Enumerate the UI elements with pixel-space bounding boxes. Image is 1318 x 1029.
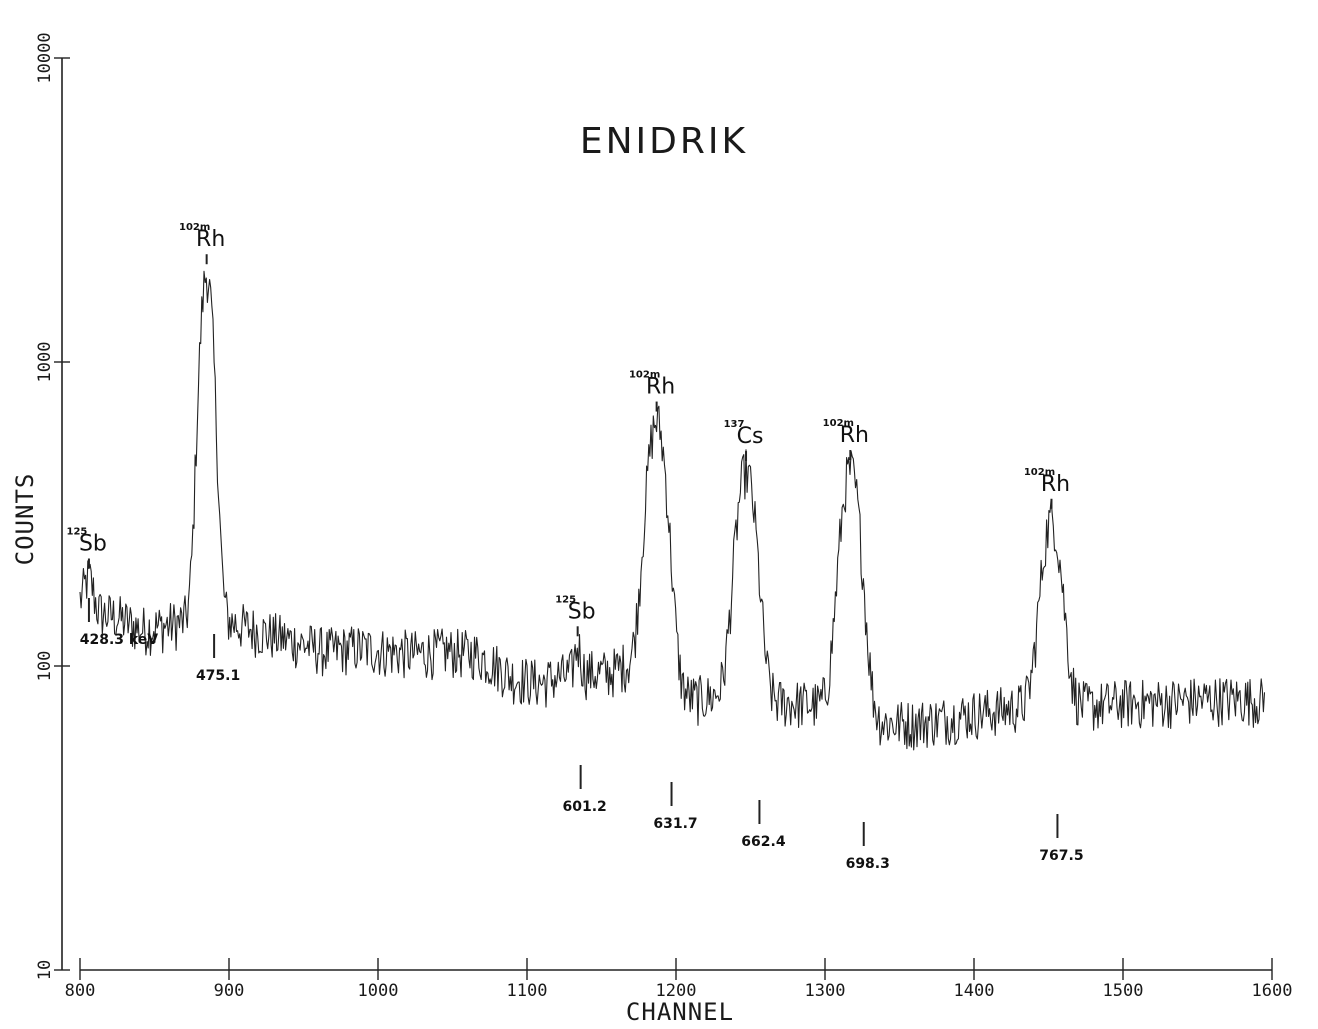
- energy-marker-label: 662.4: [741, 834, 786, 850]
- chart-ticks: 800 900 1000 1100 1200 1300 1400 1500 1600 10 100 1…: [35, 32, 1292, 1001]
- energy-marker-label: 428.3 keV: [80, 632, 159, 648]
- x-tick-label: 1500: [1103, 981, 1144, 1001]
- y-tick-label: 100: [35, 651, 55, 682]
- y-axis-title: COUNTS: [11, 473, 39, 566]
- peak-label-mass: 102m: [179, 222, 210, 233]
- energy-marker-label: 475.1: [196, 668, 240, 684]
- x-tick-label: 1100: [507, 981, 548, 1001]
- peak-label-element: Sb: [79, 532, 107, 557]
- peak-label-element: Rh: [1041, 472, 1070, 497]
- energy-marker: 601.2: [562, 765, 607, 815]
- peak-label-element: Cs: [737, 424, 764, 449]
- x-tick-label: 900: [214, 981, 245, 1001]
- peak-label-mass: 125: [67, 527, 88, 538]
- energy-marker: 767.5: [1039, 814, 1084, 864]
- spectrum-line: [79, 270, 1266, 751]
- energy-marker: 475.1: [196, 634, 240, 684]
- energy-marker: 698.3: [846, 822, 890, 872]
- energy-marker-label: 601.2: [562, 799, 606, 815]
- x-tick-label: 1300: [805, 981, 846, 1001]
- peak-label-element: Rh: [646, 375, 675, 400]
- y-tick-label: 1000: [35, 342, 55, 383]
- x-tick-label: 800: [65, 981, 96, 1001]
- peak-label-element: Sb: [568, 599, 596, 624]
- peak-label-mass: 102m: [823, 418, 854, 429]
- x-tick-label: 1000: [358, 981, 399, 1001]
- x-tick-label: 1200: [656, 981, 697, 1001]
- peak-label-mass: 102m: [1024, 467, 1055, 478]
- chart-series: [79, 270, 1266, 751]
- peak-label-element: Rh: [196, 227, 225, 252]
- peak-label-mass: 102m: [629, 370, 660, 381]
- peak-label-element: Rh: [840, 423, 869, 448]
- x-tick-label: 1400: [954, 981, 995, 1001]
- peak-label-mass: 137: [724, 419, 745, 430]
- chart-title: ENIDRIK: [580, 121, 748, 162]
- y-tick-label: 10: [35, 960, 55, 980]
- energy-marker-label: 767.5: [1039, 848, 1083, 864]
- energy-marker-label: 631.7: [653, 816, 697, 832]
- energy-marker-label: 698.3: [846, 856, 890, 872]
- peak-label-mass: 125: [555, 594, 576, 605]
- x-axis-title: CHANNEL: [626, 998, 734, 1026]
- energy-marker: 631.7: [653, 782, 698, 832]
- energy-marker: 662.4: [741, 800, 786, 850]
- y-tick-label: 10000: [35, 32, 55, 83]
- x-tick-label: 1600: [1252, 981, 1293, 1001]
- energy-marker: 428.3 keV: [80, 598, 159, 648]
